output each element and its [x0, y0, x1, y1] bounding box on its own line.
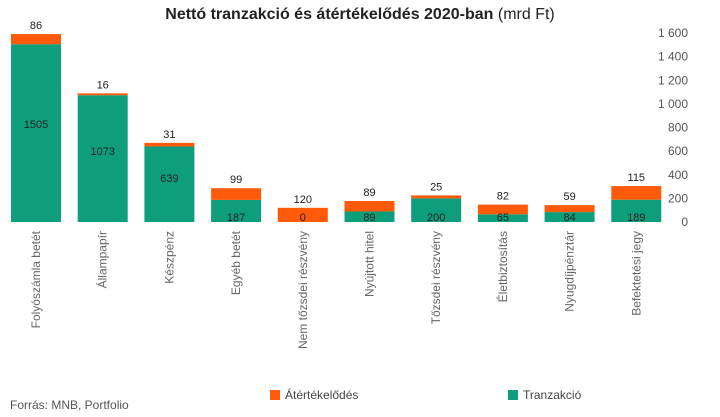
data-label-atertekelodes: 99: [230, 174, 242, 186]
data-label-atertekelodes: 82: [497, 191, 509, 203]
data-label-tranzakcio: 65: [497, 212, 509, 224]
x-tick-label: Készpénz: [162, 231, 176, 284]
bar-atertekelodes: [611, 186, 662, 200]
chart-title-main: Nettó tranzakció és átértékelődés 2020-b…: [165, 6, 494, 23]
y-tick-label: 0: [681, 215, 688, 229]
x-tick-label: Állampapír: [95, 231, 110, 288]
data-label-tranzakcio: 187: [227, 212, 245, 224]
data-label-atertekelodes: 120: [294, 194, 312, 206]
bar-tranzakcio: [411, 198, 462, 222]
x-tick-label: Tőzsdei részvény: [429, 231, 443, 324]
legend-label-tranzakcio: Tranzakció: [523, 388, 582, 402]
legend-item-tranzakcio: Tranzakció: [508, 388, 581, 402]
x-tick-label: Egyéb betét: [229, 230, 243, 295]
bar-atertekelodes: [344, 200, 395, 212]
data-label-atertekelodes: 59: [563, 191, 575, 203]
data-label-tranzakcio: 189: [627, 212, 645, 224]
data-label-atertekelodes: 31: [163, 129, 175, 141]
x-tick-label: Befektetési jegy: [629, 231, 643, 316]
x-tick-label: Folyószámla betét: [29, 230, 43, 328]
x-tick-label: Életbiztosítás: [495, 231, 510, 302]
bar-tranzakcio: [211, 199, 262, 222]
bar-tranzakcio: [77, 95, 128, 222]
data-label-tranzakcio: 89: [363, 212, 375, 224]
data-label-tranzakcio: 639: [160, 173, 178, 185]
y-tick-label: 1 600: [658, 26, 688, 40]
bar-atertekelodes: [144, 142, 195, 147]
bar-atertekelodes: [277, 207, 328, 222]
data-label-atertekelodes: 86: [30, 20, 42, 32]
y-tick-label: 400: [668, 168, 688, 182]
bar-atertekelodes: [544, 205, 595, 213]
y-tick-labels-layer: 0 200 400 600 800 1 000 1 200 1 400 1 600: [658, 26, 688, 229]
x-tick-label: Nem tőzsdei részvény: [296, 231, 310, 349]
legend-label-atertekelodes: Átértékelődés: [285, 388, 359, 402]
data-labels-layer: 86 1505 16 1073 31 639 99 187 120 0 89 89 25 200 82 65 5…: [24, 20, 646, 224]
data-label-atertekelodes: 25: [430, 181, 442, 193]
bar-tranzakcio: [611, 199, 662, 222]
data-label-tranzakcio: 1073: [90, 146, 114, 158]
data-label-atertekelodes: 89: [363, 187, 375, 199]
bar-tranzakcio: [344, 211, 395, 222]
bar-tranzakcio: [144, 146, 195, 222]
data-label-atertekelodes: 16: [97, 79, 109, 91]
x-tick-labels-layer: Folyószámla betét Állampapír Készpénz Egyéb…: [29, 230, 643, 349]
y-tick-label: 800: [668, 121, 688, 135]
bar-atertekelodes: [11, 34, 61, 45]
data-label-tranzakcio: 0: [300, 212, 306, 224]
legend-swatch-atertekelodes: [270, 390, 280, 400]
bar-atertekelodes: [477, 204, 528, 215]
chart-title-unit: (mrd Ft): [497, 6, 555, 23]
y-tick-label: 600: [668, 144, 688, 158]
data-label-tranzakcio: 84: [563, 212, 575, 224]
source-note: Forrás: MNB, Portfolio: [10, 398, 129, 412]
data-label-tranzakcio: 200: [427, 212, 445, 224]
data-label-atertekelodes: 115: [628, 172, 646, 184]
bar-atertekelodes: [77, 93, 128, 96]
chart-title: Nettó tranzakció és átértékelődés 2020-b…: [0, 6, 720, 24]
bars-layer: [11, 34, 662, 222]
x-tick-label: Nyugdíjpénztár: [563, 231, 577, 312]
bar-tranzakcio: [544, 212, 595, 222]
data-label-tranzakcio: 1505: [24, 119, 48, 131]
legend-item-atertekelodes: Átértékelődés: [270, 388, 358, 402]
bar-tranzakcio: [477, 214, 528, 222]
bar-tranzakcio: [11, 44, 61, 222]
x-tick-label: Nyújtott hitel: [363, 231, 377, 297]
y-tick-label: 1 200: [658, 73, 688, 87]
y-tick-label: 1 400: [658, 50, 688, 64]
y-tick-label: 200: [668, 191, 688, 205]
legend-swatch-tranzakcio: [508, 390, 518, 400]
bar-atertekelodes: [211, 188, 262, 200]
bar-atertekelodes: [411, 195, 462, 199]
y-tick-label: 1 000: [658, 97, 688, 111]
